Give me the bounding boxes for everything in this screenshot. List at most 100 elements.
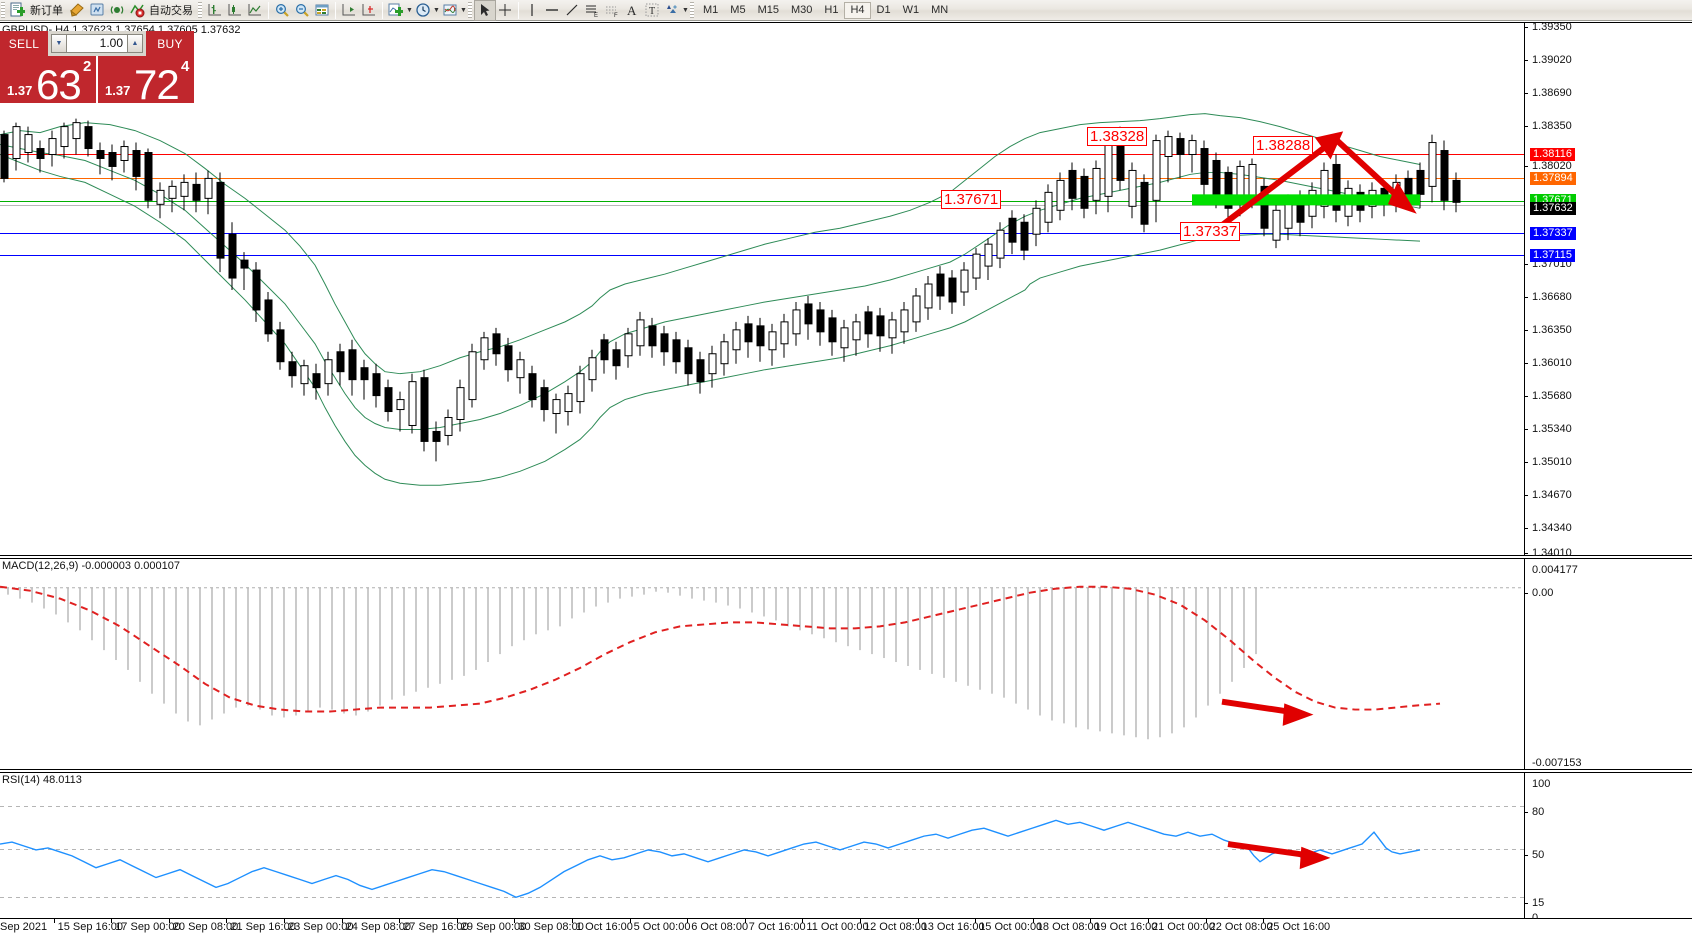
sell-button[interactable]: SELL <box>0 31 48 56</box>
time-axis[interactable]: Sep 2021 15 Sep 16:00 17 Sep 00:00 20 Sep 0… <box>0 919 1692 938</box>
one-click-price-row: 1.37 63 2 1.37 72 4 <box>0 56 194 103</box>
macd-signal-line <box>0 585 1441 713</box>
macd-axis[interactable]: 0.004177 0.00 -0.007153 <box>1524 559 1692 769</box>
horizontal-line-button[interactable] <box>542 1 562 20</box>
macd-tick-max: 0.004177 <box>1532 564 1578 576</box>
volume-input[interactable]: 1.00 <box>67 34 127 53</box>
trendline-button[interactable] <box>562 1 582 20</box>
fibonacci-button[interactable]: E <box>582 1 602 20</box>
expert-advisors-button[interactable] <box>87 1 107 20</box>
time-axis-label: 27 Sep 16:00 <box>403 921 469 933</box>
macd-panel[interactable]: MACD(12,26,9) -0.000003 0.000107 <box>0 558 1692 770</box>
candlestick-chart-icon <box>228 4 241 16</box>
price-badge-137894: 1.37894 <box>1530 172 1576 185</box>
signals-icon <box>110 6 124 14</box>
channel-button[interactable]: F <box>602 1 622 20</box>
bar-chart-button[interactable] <box>205 1 225 20</box>
sell-price-big: 63 <box>36 61 82 103</box>
current-price-line[interactable] <box>0 205 1524 206</box>
zoom-out-button[interactable] <box>292 1 312 20</box>
horizontal-line-icon <box>546 9 558 11</box>
shapes-dropdown-arrow[interactable]: ▼ <box>682 6 689 14</box>
line-chart-button[interactable] <box>245 1 265 20</box>
time-axis-tick <box>860 919 861 923</box>
indicators-icon <box>388 3 403 16</box>
annotation-137671[interactable]: 1.37671 <box>941 190 1002 209</box>
time-axis-label: 29 Sep 00:00 <box>460 921 527 933</box>
text-button[interactable]: A <box>622 1 642 20</box>
price-tick-12: 1.34670 <box>1524 489 1692 502</box>
resistance-line-137894[interactable] <box>0 178 1524 179</box>
chart-shift-icon <box>342 4 355 16</box>
annotation-137337[interactable]: 1.37337 <box>1180 222 1241 241</box>
data-window-button[interactable] <box>312 1 332 20</box>
cursor-button[interactable] <box>474 0 496 21</box>
price-tick-11: 1.35010 <box>1524 456 1692 469</box>
trend-arrow-down <box>1333 137 1417 214</box>
macd-plot[interactable] <box>0 559 1524 769</box>
vertical-line-button[interactable] <box>522 1 542 20</box>
timeframe-m5[interactable]: M5 <box>730 3 746 16</box>
fibonacci-icon: E <box>586 5 598 18</box>
timeframe-h4[interactable]: H4 <box>844 1 871 19</box>
indicators-dropdown-arrow[interactable]: ▼ <box>406 6 413 14</box>
metaeditor-button[interactable] <box>67 1 87 20</box>
volume-control[interactable]: ▼ 1.00 ▲ <box>48 31 146 56</box>
period-button[interactable] <box>413 1 433 20</box>
zoom-in-button[interactable] <box>272 1 292 20</box>
resistance-line-138116[interactable] <box>0 154 1524 155</box>
crosshair-button[interactable] <box>495 1 515 20</box>
signals-button[interactable] <box>107 1 127 20</box>
timeframe-h1[interactable]: H1 <box>824 3 839 16</box>
time-axis-label: 19 Oct 16:00 <box>1094 921 1158 933</box>
sell-price-display[interactable]: 1.37 63 2 <box>0 56 96 103</box>
price-axis[interactable]: 1.39350 1.39020 1.38690 1.38350 1.38020 … <box>1524 21 1692 559</box>
candlestick-chart-button[interactable] <box>225 1 245 20</box>
one-click-top-row: SELL ▼ 1.00 ▲ BUY <box>0 31 194 56</box>
text-label-button[interactable]: T <box>642 1 662 20</box>
chart-workspace[interactable]: GBPUSD-,H4 1.37623 1.37654 1.37605 1.376… <box>0 21 1692 938</box>
templates-dropdown-arrow[interactable]: ▼ <box>460 6 467 14</box>
new-order-button[interactable]: 新订单 <box>8 1 67 20</box>
timeframe-m15[interactable]: M15 <box>757 3 779 16</box>
chart-shift-button[interactable] <box>339 1 359 20</box>
period-dropdown-arrow[interactable]: ▼ <box>433 6 440 14</box>
time-axis-tick <box>1148 919 1149 923</box>
timeframe-d1[interactable]: D1 <box>876 3 891 16</box>
rsi-axis[interactable]: 100 80 50 15 0 <box>1524 773 1692 924</box>
rsi-panel[interactable]: RSI(14) 48.0113 100 80 50 15 0 <box>0 772 1692 924</box>
buy-button[interactable]: BUY <box>146 31 194 56</box>
timeframe-w1[interactable]: W1 <box>902 3 920 16</box>
auto-scroll-button[interactable] <box>359 1 379 20</box>
volume-increase-button[interactable]: ▲ <box>127 34 143 53</box>
price-panel[interactable]: GBPUSD-,H4 1.37623 1.37654 1.37605 1.376… <box>0 21 1692 559</box>
price-plot[interactable]: 1.38328 1.38288 1.37671 1.37337 <box>0 23 1524 555</box>
toolbar-grip-3[interactable] <box>468 2 472 18</box>
support-line-137337[interactable] <box>0 233 1524 234</box>
time-axis-label: 12 Oct 08:00 <box>864 921 927 933</box>
svg-text:E: E <box>594 13 598 18</box>
buy-price-display[interactable]: 1.37 72 4 <box>96 56 194 103</box>
trendline-icon <box>566 4 578 16</box>
toolbar-grip-2[interactable] <box>198 2 202 18</box>
annotation-138288[interactable]: 1.38288 <box>1253 136 1314 155</box>
timeframe-mn[interactable]: MN <box>931 3 949 16</box>
support-line-137671[interactable] <box>0 201 1524 202</box>
timeframe-m30[interactable]: M30 <box>790 3 813 16</box>
timeframe-m1[interactable]: M1 <box>703 3 719 16</box>
templates-button[interactable] <box>440 1 460 20</box>
one-click-trading-panel[interactable]: SELL ▼ 1.00 ▲ BUY 1.37 63 2 1.37 72 4 <box>0 31 194 103</box>
toolbar-grip-4[interactable] <box>690 2 694 18</box>
time-axis-label: 15 Oct 00:00 <box>979 921 1043 933</box>
shapes-button[interactable] <box>662 1 682 20</box>
time-axis-label: 17 Sep 00:00 <box>115 921 181 933</box>
volume-decrease-button[interactable]: ▼ <box>51 34 67 53</box>
support-line-137115[interactable] <box>0 255 1524 256</box>
indicators-button[interactable] <box>386 1 406 20</box>
toolbar-grip[interactable] <box>1 2 5 18</box>
rsi-plot[interactable] <box>0 773 1524 918</box>
annotation-138328[interactable]: 1.38328 <box>1087 127 1148 146</box>
candlestick-series <box>0 118 1461 462</box>
time-axis-label: 7 Oct 16:00 <box>748 921 806 933</box>
auto-trading-button[interactable]: 自动交易 <box>127 1 197 20</box>
